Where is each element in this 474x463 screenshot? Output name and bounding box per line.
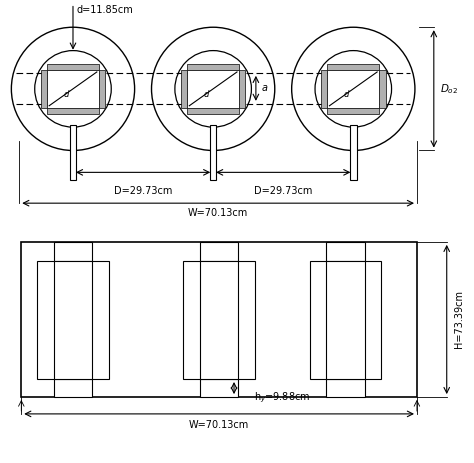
- Text: W=70.13cm: W=70.13cm: [188, 208, 248, 218]
- Bar: [54, 242, 92, 397]
- Bar: [47, 108, 99, 114]
- Bar: [37, 261, 109, 379]
- Bar: [200, 261, 238, 379]
- Bar: [187, 70, 239, 108]
- Bar: [41, 70, 47, 108]
- Bar: [328, 70, 379, 108]
- Bar: [187, 63, 239, 70]
- Bar: [70, 125, 76, 180]
- Bar: [200, 242, 238, 397]
- Bar: [326, 261, 365, 379]
- Text: h$_y$=9.88cm: h$_y$=9.88cm: [254, 391, 310, 406]
- Bar: [239, 70, 246, 108]
- Bar: [47, 70, 99, 108]
- Bar: [99, 70, 105, 108]
- Bar: [210, 125, 216, 180]
- Bar: [350, 125, 356, 180]
- Text: D=29.73cm: D=29.73cm: [254, 186, 312, 196]
- Bar: [21, 242, 417, 397]
- Text: d: d: [64, 90, 69, 100]
- Text: L=53.64cm: L=53.64cm: [247, 292, 257, 348]
- Text: $D_{o2}$: $D_{o2}$: [440, 82, 458, 96]
- Bar: [321, 70, 328, 108]
- Text: d: d: [203, 90, 209, 100]
- Bar: [183, 261, 255, 379]
- Text: d=11.85cm: d=11.85cm: [77, 6, 134, 15]
- Text: D=29.73cm: D=29.73cm: [114, 186, 172, 196]
- Bar: [187, 108, 239, 114]
- Bar: [54, 261, 92, 379]
- Bar: [326, 242, 365, 397]
- Bar: [181, 70, 187, 108]
- Text: H=73.39cm: H=73.39cm: [454, 290, 464, 349]
- Bar: [47, 63, 99, 70]
- Text: d: d: [344, 90, 349, 100]
- Bar: [379, 70, 386, 108]
- Bar: [328, 63, 379, 70]
- Text: a: a: [262, 83, 268, 94]
- Bar: [328, 108, 379, 114]
- Text: W=70.13cm: W=70.13cm: [189, 420, 249, 430]
- Bar: [310, 261, 381, 379]
